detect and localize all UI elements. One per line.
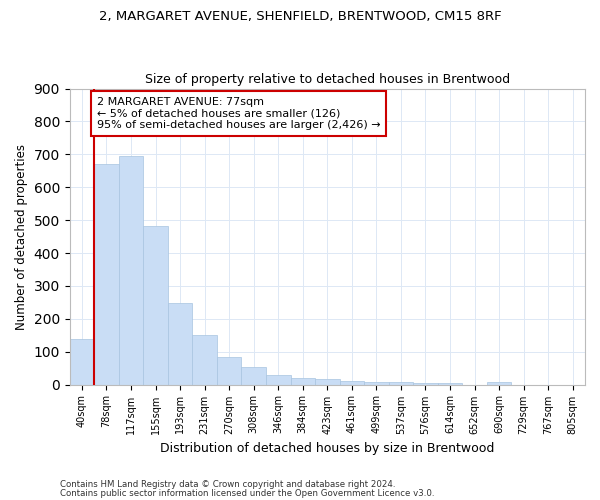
Title: Size of property relative to detached houses in Brentwood: Size of property relative to detached ho… <box>145 73 510 86</box>
Bar <box>364 382 389 384</box>
Bar <box>193 335 217 384</box>
Bar <box>94 164 119 384</box>
Bar <box>266 376 290 384</box>
Bar <box>168 303 193 384</box>
Text: Contains public sector information licensed under the Open Government Licence v3: Contains public sector information licen… <box>60 490 434 498</box>
Bar <box>70 338 94 384</box>
Bar <box>438 383 462 384</box>
X-axis label: Distribution of detached houses by size in Brentwood: Distribution of detached houses by size … <box>160 442 494 455</box>
Text: Contains HM Land Registry data © Crown copyright and database right 2024.: Contains HM Land Registry data © Crown c… <box>60 480 395 489</box>
Bar <box>290 378 315 384</box>
Bar <box>315 378 340 384</box>
Bar <box>487 382 511 384</box>
Y-axis label: Number of detached properties: Number of detached properties <box>15 144 28 330</box>
Bar <box>241 368 266 384</box>
Bar <box>340 380 364 384</box>
Bar <box>389 382 413 384</box>
Bar <box>119 156 143 384</box>
Text: 2 MARGARET AVENUE: 77sqm
← 5% of detached houses are smaller (126)
95% of semi-d: 2 MARGARET AVENUE: 77sqm ← 5% of detache… <box>97 97 380 130</box>
Text: 2, MARGARET AVENUE, SHENFIELD, BRENTWOOD, CM15 8RF: 2, MARGARET AVENUE, SHENFIELD, BRENTWOOD… <box>98 10 502 23</box>
Bar <box>413 383 438 384</box>
Bar <box>143 226 168 384</box>
Bar <box>217 356 241 384</box>
